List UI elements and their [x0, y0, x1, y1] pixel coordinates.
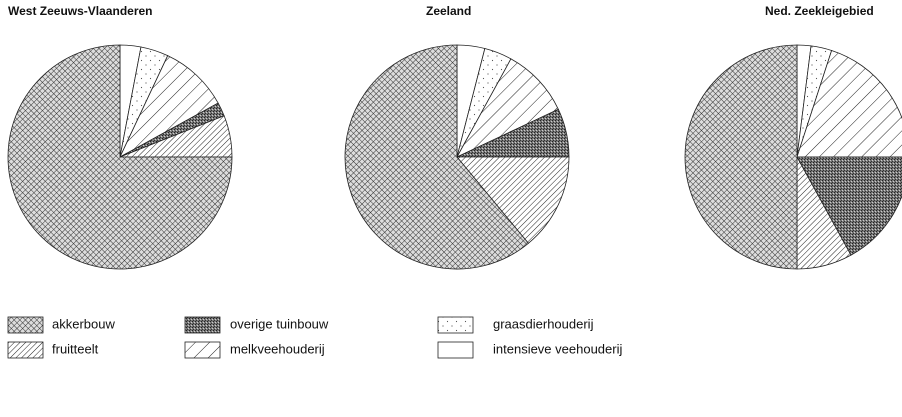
- legend-label: fruitteelt: [52, 341, 99, 356]
- legend-label: graasdierhouderij: [493, 316, 594, 331]
- pie-slice: [684, 44, 798, 270]
- pie-slice: [796, 49, 902, 158]
- legend-swatch: [184, 341, 221, 359]
- pie-slice: [796, 156, 902, 256]
- legend-swatch: [437, 316, 474, 334]
- legend-label: intensieve veehouderij: [493, 341, 622, 356]
- legend-swatch: [7, 341, 44, 359]
- pie-slice: [344, 44, 529, 270]
- legend-label: overige tuinbouw: [230, 316, 329, 331]
- legend-swatch: [7, 316, 44, 334]
- legend-swatch: [437, 341, 474, 359]
- pie-slice: [456, 156, 570, 244]
- pie-slice: [7, 44, 233, 270]
- pie-title: Zeeland: [426, 4, 471, 18]
- pie-title: West Zeeuws-Vlaanderen: [8, 4, 153, 18]
- legend-label: akkerbouw: [52, 316, 115, 331]
- legend-swatch: [184, 316, 221, 334]
- pie-title: Ned. Zeekleigebied: [765, 4, 874, 18]
- legend-label: melkveehouderij: [230, 341, 325, 356]
